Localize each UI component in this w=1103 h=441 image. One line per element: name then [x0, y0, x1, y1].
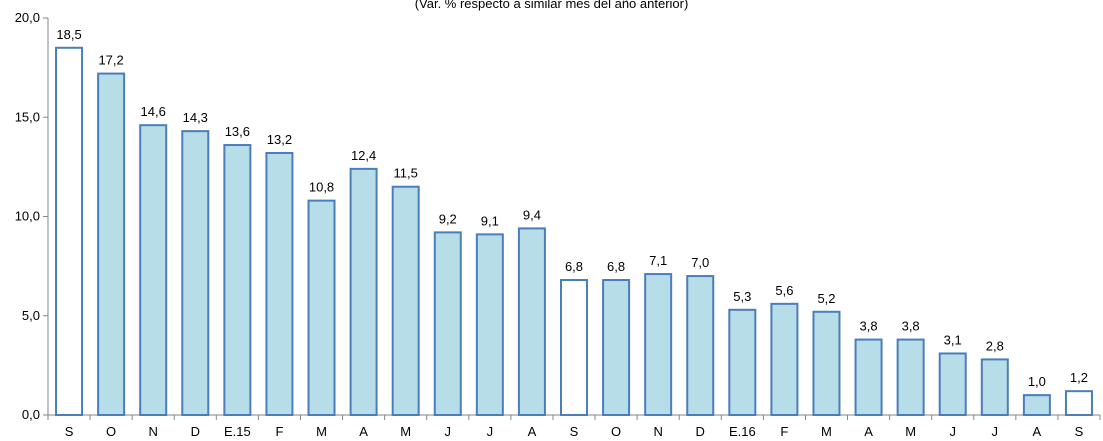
bar [265, 151, 294, 416]
bar [475, 233, 504, 416]
x-tick-label: D [696, 424, 705, 439]
data-label: 11,5 [394, 166, 418, 181]
bar [517, 227, 546, 416]
data-label: 3,8 [860, 319, 878, 334]
data-label: 9,1 [481, 213, 499, 228]
x-tick-label: A [864, 424, 873, 439]
bar [139, 124, 168, 416]
x-tick-label: S [65, 424, 74, 439]
data-label: 18,5 [56, 27, 81, 42]
data-label: 3,1 [944, 332, 962, 347]
x-tick-label: E.16 [729, 424, 756, 439]
data-label: 1,2 [1070, 370, 1088, 385]
data-label: 12,4 [351, 148, 376, 163]
bar [854, 338, 883, 417]
data-label: 7,0 [691, 255, 709, 270]
bar [728, 308, 757, 417]
bar [181, 130, 210, 417]
y-tick-label: 10,0 [15, 209, 40, 224]
bar [1022, 394, 1051, 416]
bar [560, 279, 588, 416]
x-tick-label: M [400, 424, 411, 439]
x-tick-label: E.15 [224, 424, 251, 439]
x-tick-label: S [570, 424, 579, 439]
data-label: 14,6 [141, 104, 166, 119]
bar [223, 144, 252, 416]
y-tick-label: 15,0 [15, 109, 40, 124]
x-tick-label: A [528, 424, 537, 439]
y-tick-label: 5,0 [22, 308, 40, 323]
x-tick-label: J [487, 424, 494, 439]
bar [433, 231, 462, 416]
y-tick-label: 20,0 [15, 10, 40, 25]
x-tick-label: A [1033, 424, 1042, 439]
bar [55, 46, 84, 417]
x-tick-label: M [316, 424, 327, 439]
x-tick-label: J [949, 424, 956, 439]
data-label: 13,2 [267, 132, 292, 147]
bar [812, 310, 841, 416]
data-label: 3,8 [902, 319, 920, 334]
x-tick-label: O [611, 424, 621, 439]
data-label: 14,3 [183, 110, 208, 125]
x-tick-label: M [905, 424, 916, 439]
bar [97, 72, 126, 417]
x-tick-label: A [359, 424, 368, 439]
bar [770, 302, 799, 416]
data-label: 9,2 [439, 211, 457, 226]
chart-subtitle: (Var. % respecto a similar mes del año a… [414, 0, 689, 11]
bar [938, 352, 967, 416]
x-tick-label: M [821, 424, 832, 439]
bar [896, 338, 925, 417]
bar [349, 167, 378, 416]
x-tick-label: S [1075, 424, 1084, 439]
data-label: 5,2 [817, 291, 835, 306]
x-tick-label: J [445, 424, 452, 439]
y-tick-label: 0,0 [22, 407, 40, 422]
x-tick-label: F [780, 424, 788, 439]
data-label: 7,1 [649, 253, 667, 268]
data-label: 1,0 [1028, 374, 1046, 389]
bar [686, 275, 715, 416]
bar [980, 358, 1009, 417]
x-tick-label: D [191, 424, 200, 439]
data-label: 10,8 [309, 180, 334, 195]
data-label: 9,4 [523, 207, 541, 222]
x-tick-label: N [653, 424, 662, 439]
data-label: 13,6 [225, 124, 250, 139]
bar [391, 185, 420, 416]
x-tick-label: O [106, 424, 116, 439]
x-tick-label: N [149, 424, 158, 439]
bar [602, 279, 631, 416]
x-tick-label: F [275, 424, 283, 439]
data-label: 2,8 [986, 338, 1004, 353]
data-label: 6,8 [565, 259, 583, 274]
bar [1064, 390, 1093, 416]
x-tick-label: J [992, 424, 999, 439]
data-label: 5,3 [733, 289, 751, 304]
bar [307, 199, 336, 416]
bar [644, 273, 673, 416]
data-label: 17,2 [98, 53, 123, 68]
data-label: 5,6 [775, 283, 793, 298]
data-label: 6,8 [607, 259, 625, 274]
